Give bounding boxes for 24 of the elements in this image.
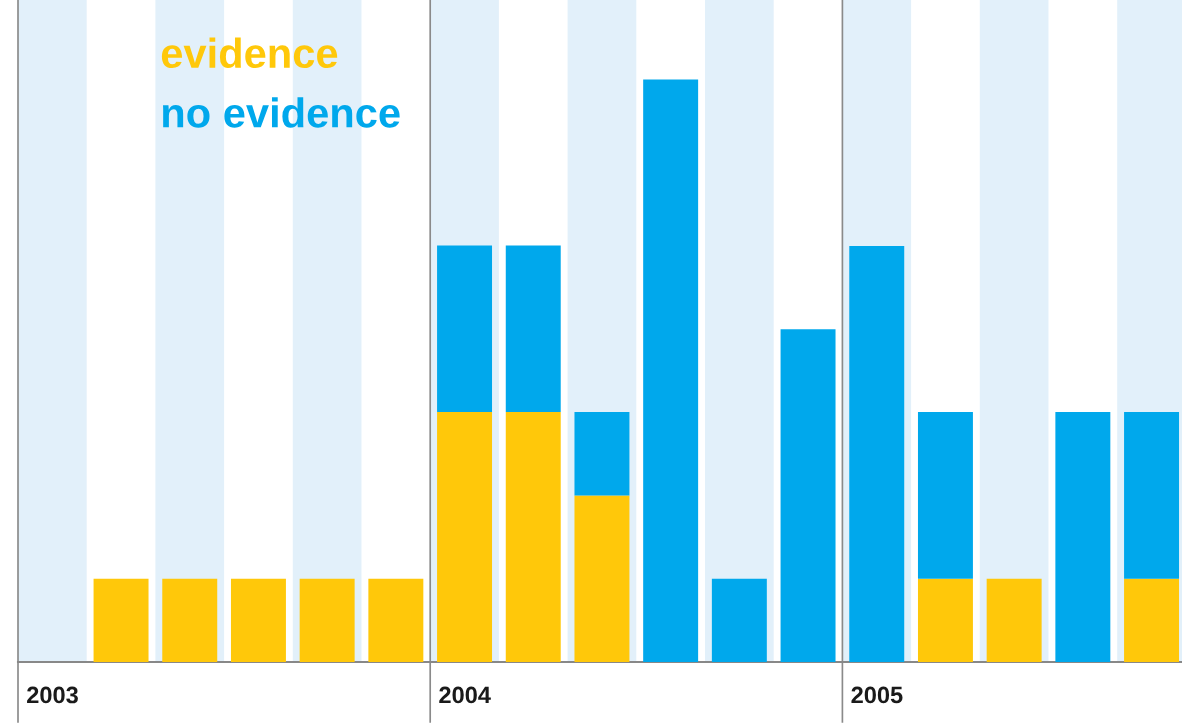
bar — [574, 495, 630, 662]
bar — [368, 578, 424, 662]
bar — [574, 412, 630, 496]
bar — [1124, 412, 1180, 579]
x-tick-label: 2003 — [27, 686, 78, 704]
bar — [711, 578, 767, 662]
bar — [299, 578, 355, 662]
bar — [986, 578, 1042, 662]
bar — [162, 578, 218, 662]
x-tick-label: 2004 — [439, 686, 491, 704]
bar — [93, 578, 149, 662]
x-tick-label: 2005 — [851, 686, 903, 704]
bar — [505, 412, 561, 662]
bar — [917, 578, 973, 662]
bar — [643, 79, 699, 662]
bar — [505, 245, 561, 413]
text: no evidence — [163, 97, 400, 128]
bar — [917, 412, 973, 579]
bar — [230, 578, 286, 662]
bar — [780, 329, 836, 662]
bar — [437, 245, 493, 413]
bar — [1055, 412, 1111, 662]
text: evidence — [161, 37, 338, 69]
bar — [1124, 578, 1180, 662]
